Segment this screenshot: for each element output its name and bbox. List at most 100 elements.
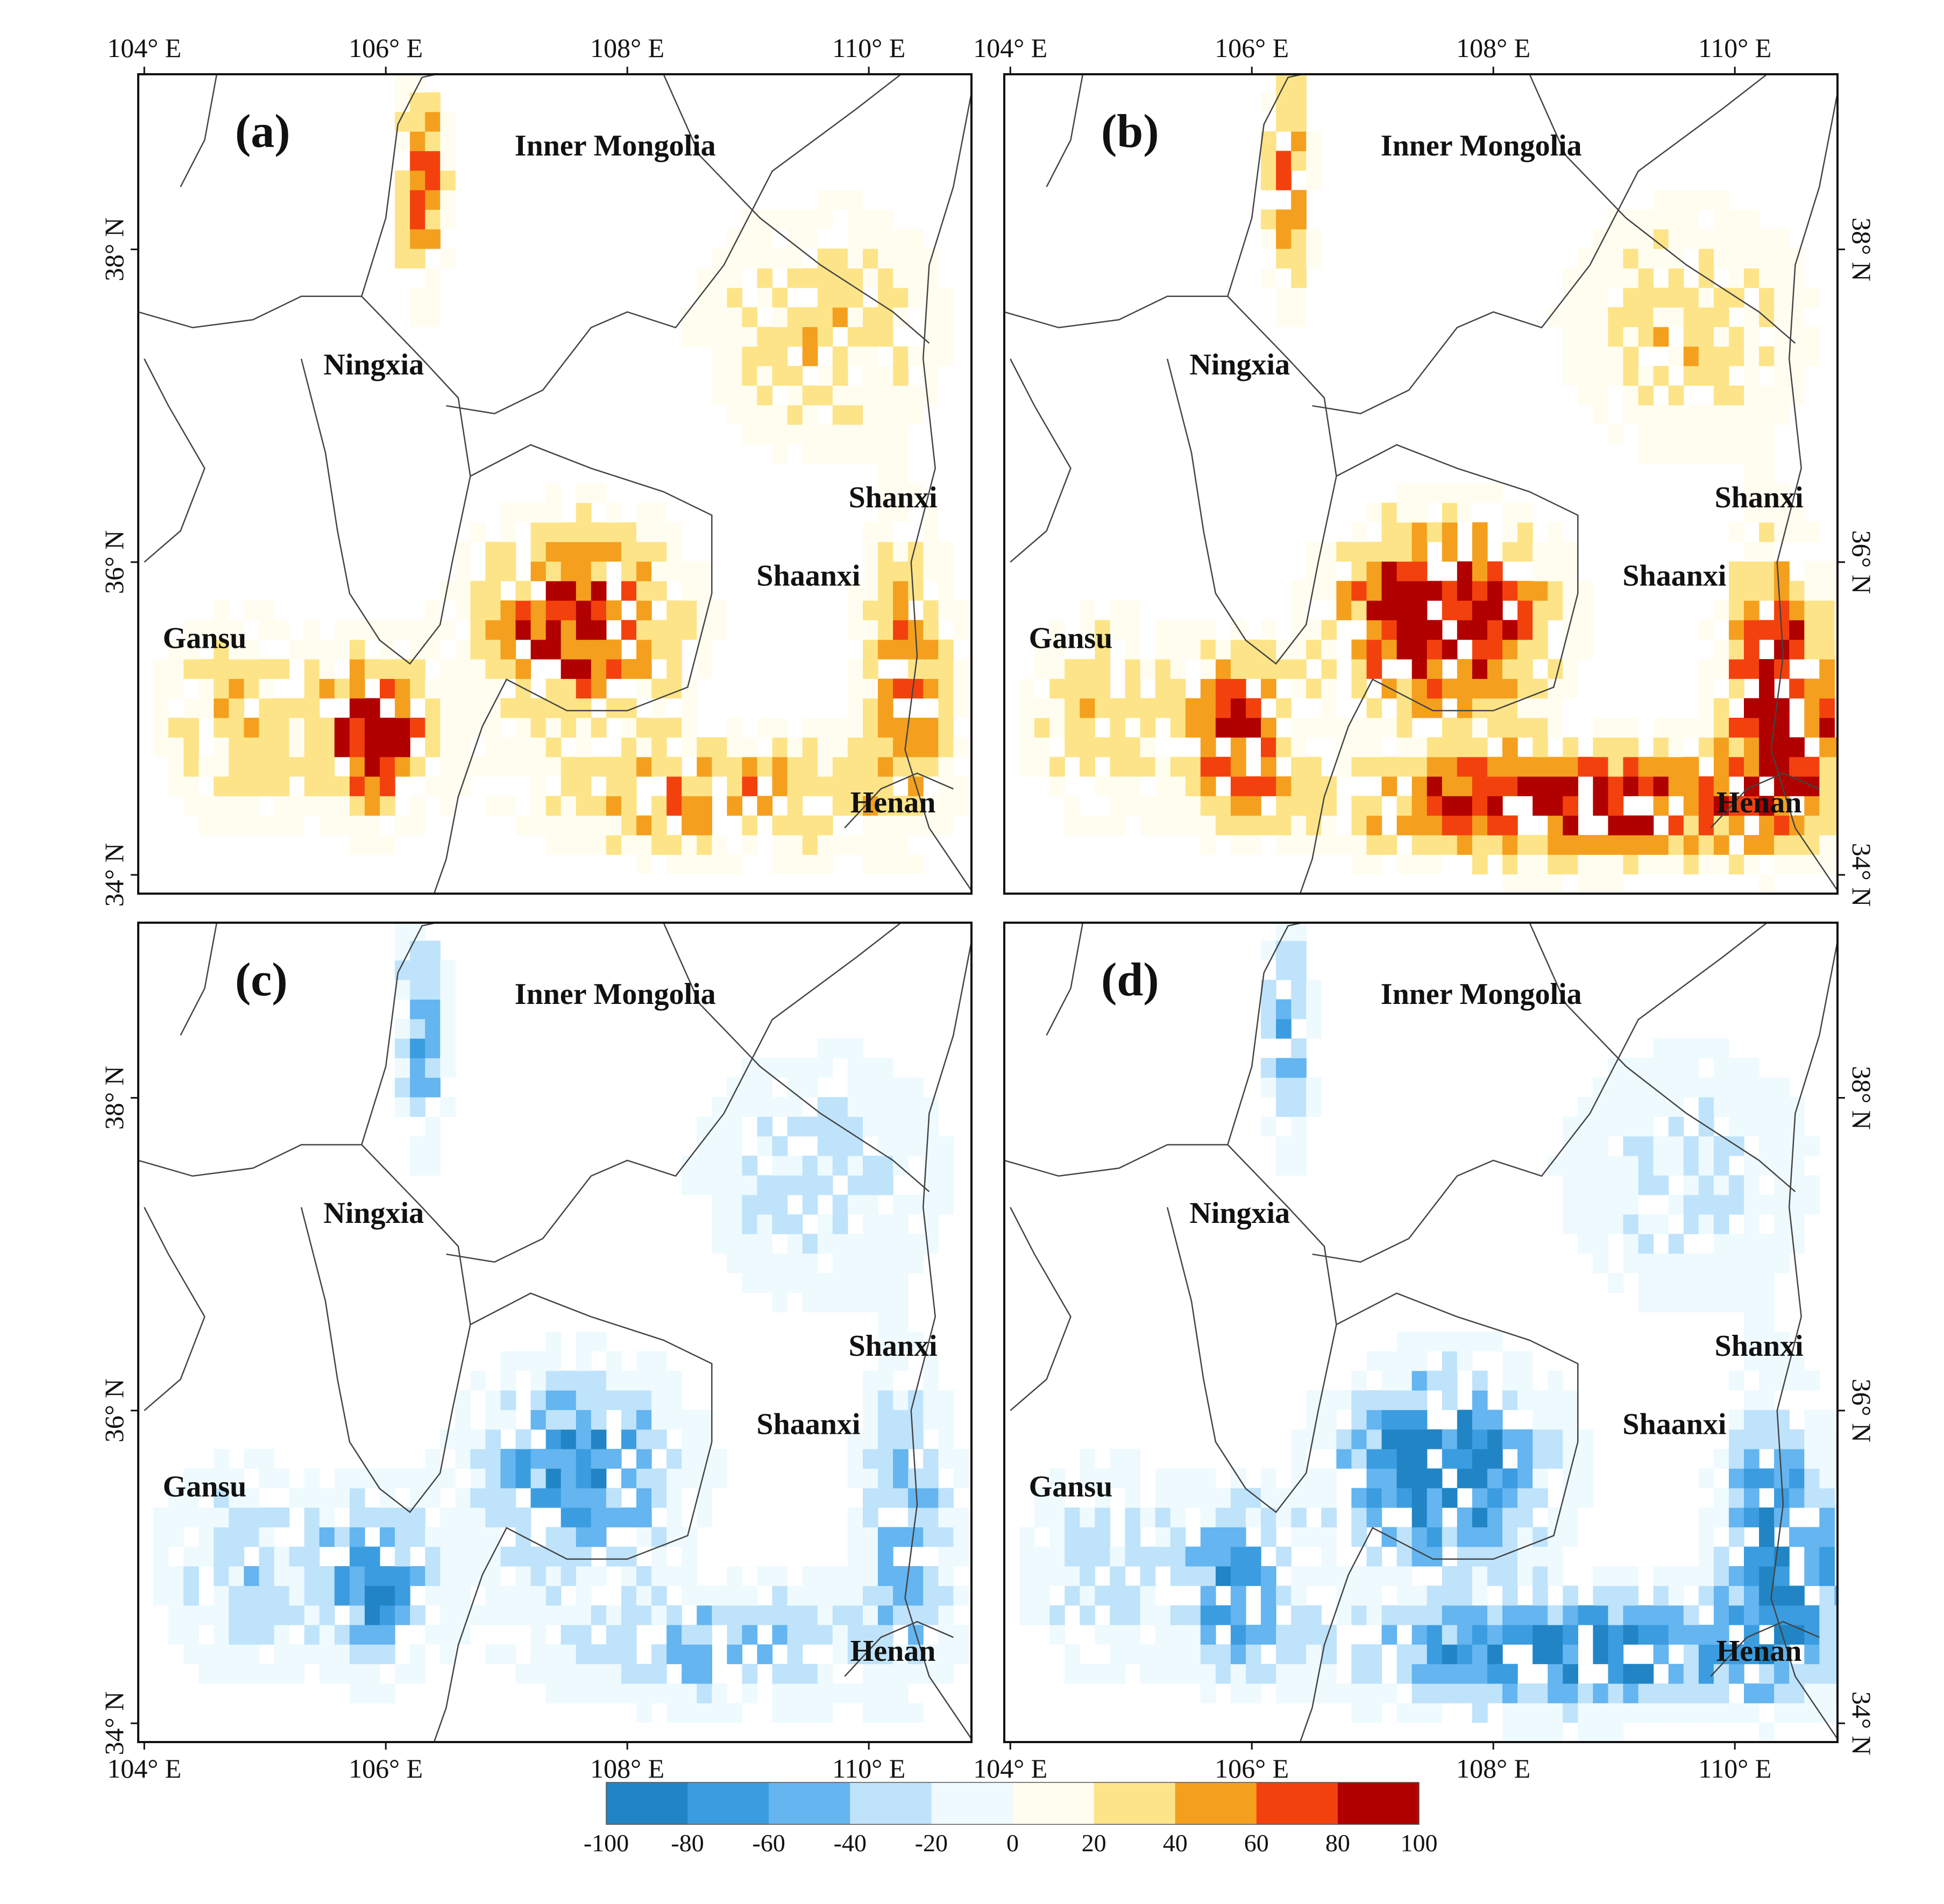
grid-cell (923, 1175, 939, 1195)
grid-cell (1563, 1390, 1578, 1410)
grid-cell (1291, 999, 1307, 1020)
grid-cell (1200, 1488, 1216, 1508)
grid-cell (1774, 581, 1790, 601)
grid-cell (802, 1566, 818, 1586)
grid-cell (1653, 1292, 1669, 1313)
grid-cell (259, 718, 275, 738)
grid-cell (1608, 756, 1624, 777)
grid-cell (1381, 776, 1397, 796)
grid-cell (1789, 1116, 1805, 1137)
grid-cell (772, 424, 788, 444)
grid-cell (1351, 737, 1367, 758)
grid-cell (1080, 698, 1095, 718)
grid-cell (1472, 1507, 1488, 1527)
grid-cell (802, 718, 818, 738)
grid-cell (878, 1390, 893, 1410)
grid-cell (1668, 1683, 1684, 1703)
grid-cell (576, 1664, 592, 1684)
grid-cell (591, 639, 607, 660)
grid-cell (817, 1214, 833, 1234)
grid-cell (1668, 190, 1684, 210)
grid-cell (863, 659, 878, 679)
grid-cell (1321, 1410, 1337, 1430)
grid-cell (1291, 1566, 1307, 1586)
grid-cell (425, 1156, 441, 1176)
grid-cell (878, 1527, 893, 1547)
grid-cell (1170, 678, 1186, 699)
grid-cell (1608, 366, 1624, 386)
grid-cell (1668, 1605, 1684, 1625)
grid-cell (817, 287, 833, 308)
grid-cell (561, 1488, 577, 1508)
grid-cell (591, 581, 607, 601)
grid-cell (1533, 639, 1548, 660)
grid-cell (1563, 1703, 1578, 1723)
grid-cell (1261, 1664, 1276, 1684)
grid-cell (183, 1507, 199, 1527)
grid-cell (1638, 444, 1654, 464)
grid-cell (1276, 1586, 1292, 1606)
grid-cell (198, 659, 214, 679)
grid-cell (863, 698, 878, 718)
grid-cell (1170, 1566, 1186, 1586)
grid-cell (1548, 522, 1563, 542)
grid-cell (1200, 796, 1216, 816)
grid-cell (1366, 542, 1382, 562)
grid-cell (878, 1449, 893, 1469)
grid-cell (1759, 1332, 1775, 1351)
grid-cell (1170, 1644, 1186, 1665)
grid-cell (863, 1703, 878, 1723)
grid-cell (893, 1664, 909, 1684)
grid-cell (666, 620, 682, 640)
grid-cell (1396, 1546, 1413, 1567)
grid-cell (1200, 659, 1216, 679)
grid-cell (1457, 1332, 1473, 1351)
grid-cell (606, 502, 622, 523)
grid-cell (1306, 131, 1322, 151)
grid-cell (666, 522, 682, 542)
grid-cell (1321, 1390, 1337, 1410)
grid-cell (1155, 1625, 1171, 1645)
grid-cell (606, 1370, 622, 1391)
colorbar-swatch (687, 1782, 769, 1824)
grid-cell (1563, 1683, 1578, 1703)
grid-cell (938, 659, 954, 679)
grid-cell (1789, 737, 1805, 758)
grid-cell (621, 1468, 637, 1489)
grid-cell (500, 1468, 516, 1489)
grid-cell (1713, 1605, 1729, 1625)
grid-cell (863, 756, 878, 777)
grid-cell (621, 718, 637, 738)
grid-cell (1834, 796, 1837, 816)
grid-cell (1155, 1664, 1171, 1684)
grid-cell (1548, 1449, 1563, 1469)
grid-cell (1729, 1077, 1744, 1098)
grid-cell (1457, 1566, 1473, 1586)
grid-cell (1019, 1586, 1035, 1606)
grid-cell (576, 1488, 592, 1508)
grid-cell (863, 1116, 878, 1137)
grid-cell (893, 620, 909, 640)
grid-cell (863, 1175, 878, 1195)
grid-cell (1427, 1429, 1443, 1449)
grid-cell (1744, 1390, 1759, 1410)
grid-cell (1170, 659, 1186, 679)
grid-cell (470, 581, 486, 601)
grid-cell (1608, 1214, 1624, 1234)
grid-cell (1442, 1586, 1458, 1606)
grid-cell (1744, 463, 1759, 484)
grid-cell (832, 1156, 848, 1176)
grid-cell (500, 737, 516, 758)
grid-cell (1517, 502, 1533, 523)
grid-cell (682, 737, 697, 758)
grid-cell (712, 327, 727, 347)
grid-cell (1396, 1488, 1413, 1508)
grid-cell (274, 1625, 290, 1645)
grid-cell (515, 756, 531, 777)
grid-cell (334, 1625, 350, 1645)
grid-cell (576, 639, 592, 660)
colorbar-tick-label: -40 (834, 1829, 867, 1857)
grid-cell (455, 1488, 471, 1508)
grid-cell (1578, 1175, 1593, 1195)
grid-cell (183, 1468, 199, 1489)
